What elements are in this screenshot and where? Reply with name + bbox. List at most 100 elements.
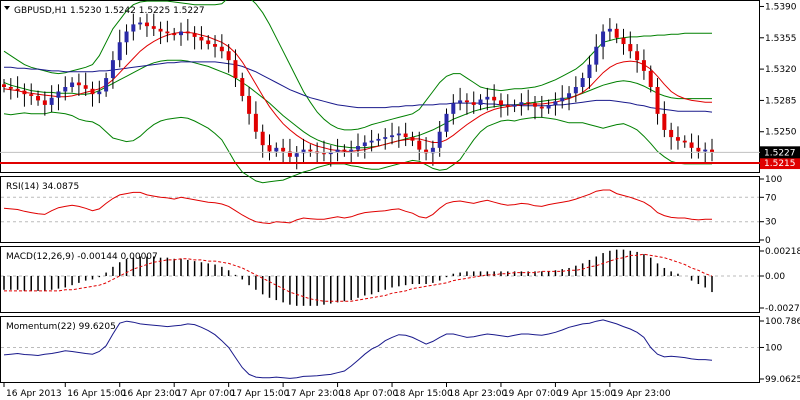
candle-body xyxy=(151,26,156,29)
momentum-line xyxy=(3,319,713,379)
candle-body xyxy=(83,85,88,89)
candle-body xyxy=(539,106,544,109)
candle-body xyxy=(192,33,197,37)
price-axis-tick-label: 1.5390 xyxy=(765,2,797,12)
candle-body xyxy=(63,87,68,92)
candle-body xyxy=(621,37,626,45)
time-axis-label: 18 Apr 15:00 xyxy=(394,389,453,399)
rsi-panel-frame xyxy=(0,176,760,243)
moving-average-blue-line xyxy=(4,61,713,113)
candle-body xyxy=(42,100,47,105)
price-plot xyxy=(0,0,760,184)
momentum-axis-tick-label: 100 xyxy=(765,343,782,353)
candle-body xyxy=(451,103,456,114)
candle-body xyxy=(689,142,694,148)
candle-body xyxy=(158,28,163,32)
candle-body xyxy=(696,147,701,152)
candle-body xyxy=(669,129,674,138)
collapse-triangle-icon[interactable] xyxy=(4,6,10,10)
candle-body xyxy=(635,51,640,61)
candle-body xyxy=(97,91,102,95)
candle-body xyxy=(144,22,149,27)
candle-body xyxy=(655,87,660,114)
candle-body xyxy=(533,103,537,107)
macd-title: MACD(12,26,9) -0.00144 0.00007 xyxy=(6,252,158,262)
candle-body xyxy=(628,44,633,52)
candle-body xyxy=(458,100,463,104)
candle-body xyxy=(648,70,653,87)
candle-body xyxy=(675,137,680,141)
candle-body xyxy=(22,90,27,95)
macd-axis-tick-label: 0.00 xyxy=(765,272,785,282)
price-axis-tick-label: 1.5250 xyxy=(765,128,797,138)
candle-body xyxy=(478,99,483,105)
candle-body xyxy=(492,96,497,101)
candle-body xyxy=(267,145,272,152)
time-axis-label: 16 Apr 15:00 xyxy=(67,389,126,399)
momentum-plot xyxy=(1,319,759,379)
candle-body xyxy=(8,87,13,89)
time-axis-label: 16 Apr 23:00 xyxy=(122,389,181,399)
current-price-label: 1.5227 xyxy=(764,148,796,158)
candle-body xyxy=(356,146,360,150)
candle-body xyxy=(424,149,429,154)
bollinger-upper-line xyxy=(3,0,712,131)
candle-body xyxy=(281,147,286,152)
candle-body xyxy=(390,135,395,138)
time-axis-label: 18 Apr 23:00 xyxy=(449,389,508,399)
bollinger-lower-line xyxy=(3,111,712,184)
time-axis-label: 16 Apr 2013 xyxy=(6,389,62,399)
price-axis-tick-label: 1.5320 xyxy=(765,65,797,75)
candle-body xyxy=(430,147,435,154)
candle-body xyxy=(287,151,292,157)
candle-body xyxy=(213,44,218,47)
time-axis-label: 19 Apr 15:00 xyxy=(557,389,616,399)
support-price-label: 1.5215 xyxy=(764,159,796,169)
candle-body xyxy=(376,138,381,141)
candle-body xyxy=(403,133,408,138)
candle-body xyxy=(587,64,592,79)
macd-axis-tick-label: -0.00279 xyxy=(765,304,800,314)
candle-body xyxy=(607,28,612,32)
candle-body xyxy=(124,31,129,43)
macd-signal-line xyxy=(4,253,713,302)
candle-body xyxy=(512,104,517,107)
candle-body xyxy=(362,142,367,147)
candle-body xyxy=(110,60,115,79)
candle-body xyxy=(76,82,81,86)
macd-plot xyxy=(1,249,759,306)
candle-body xyxy=(498,100,503,105)
candle-body xyxy=(49,97,54,105)
candle-body xyxy=(131,24,136,32)
candle-body xyxy=(172,33,177,36)
candle-body xyxy=(383,137,388,139)
candle-body xyxy=(2,84,6,87)
candle-body xyxy=(70,82,75,87)
candle-body xyxy=(560,97,565,102)
candle-body xyxy=(117,42,122,61)
candle-body xyxy=(56,91,61,98)
candle-body xyxy=(260,131,265,146)
candle-body xyxy=(36,95,41,101)
price-axis-tick-label: 1.5355 xyxy=(765,34,797,44)
candle-body xyxy=(444,113,449,132)
momentum-axis-tick-label: 99.0625 xyxy=(765,375,800,385)
price-axis-tick-label: 1.5285 xyxy=(765,96,797,106)
time-axis-label: 19 Apr 23:00 xyxy=(612,389,671,399)
candle-body xyxy=(240,78,245,96)
candle-body xyxy=(226,51,231,61)
candle-body xyxy=(614,28,619,38)
candle-body xyxy=(179,31,183,36)
candle-body xyxy=(396,133,401,136)
rsi-axis-tick-label: 30 xyxy=(765,218,777,228)
candle-body xyxy=(369,140,374,143)
candle-body xyxy=(219,46,224,52)
time-axis-label: 18 Apr 07:00 xyxy=(340,389,399,399)
candle-body xyxy=(233,60,238,79)
candle-body xyxy=(335,149,340,153)
rsi-line xyxy=(3,189,712,225)
candle-body xyxy=(601,31,606,47)
current-price-badge xyxy=(760,146,800,159)
candle-body xyxy=(138,22,143,25)
